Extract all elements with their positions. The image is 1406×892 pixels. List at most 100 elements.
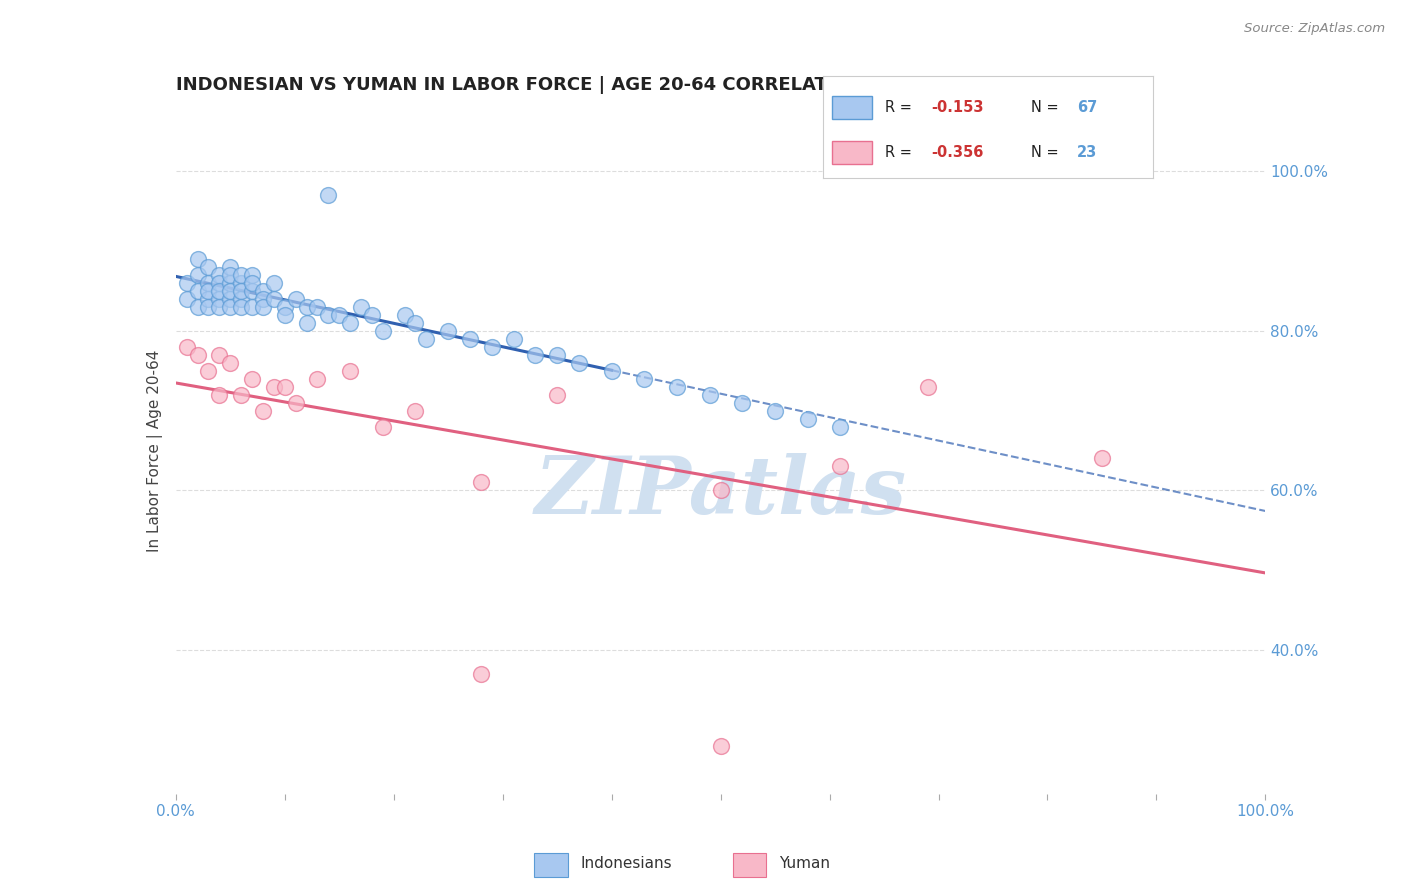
Point <box>263 292 285 306</box>
Point <box>208 348 231 362</box>
Point <box>219 284 242 298</box>
Point <box>231 284 253 298</box>
Point <box>405 403 427 417</box>
Point <box>252 284 274 298</box>
Point <box>231 300 253 314</box>
Point <box>830 459 852 474</box>
Text: R =: R = <box>886 100 917 115</box>
Point <box>796 411 818 425</box>
Point <box>502 332 524 346</box>
Text: Source: ZipAtlas.com: Source: ZipAtlas.com <box>1244 22 1385 36</box>
Point <box>350 300 373 314</box>
Point <box>394 308 416 322</box>
Point <box>307 300 329 314</box>
Point <box>263 379 285 393</box>
Point <box>710 483 733 498</box>
Point <box>339 316 361 330</box>
Point <box>219 260 242 274</box>
Point <box>318 308 340 322</box>
Point <box>481 340 503 354</box>
Point <box>699 387 721 401</box>
Point <box>219 300 242 314</box>
Point <box>339 363 361 377</box>
Point <box>371 324 394 338</box>
Point <box>231 268 253 282</box>
Point <box>307 371 329 385</box>
FancyBboxPatch shape <box>832 96 872 119</box>
Text: N =: N = <box>1031 145 1063 161</box>
Point <box>295 300 318 314</box>
Point <box>263 276 285 290</box>
Point <box>252 292 274 306</box>
Point <box>231 387 253 401</box>
Point <box>231 276 253 290</box>
Point <box>360 308 382 322</box>
Point <box>176 340 198 354</box>
Point <box>252 300 274 314</box>
Point <box>208 284 231 298</box>
Point <box>731 395 754 409</box>
Text: -0.356: -0.356 <box>932 145 984 161</box>
Point <box>186 300 209 314</box>
Point <box>186 252 209 266</box>
Point <box>546 348 568 362</box>
Point <box>470 667 492 681</box>
Text: 67: 67 <box>1077 100 1097 115</box>
Point <box>710 739 733 753</box>
Point <box>219 276 242 290</box>
Point <box>318 187 340 202</box>
Point <box>197 300 219 314</box>
Point <box>470 475 492 490</box>
Point <box>219 292 242 306</box>
Point <box>186 268 209 282</box>
Y-axis label: In Labor Force | Age 20-64: In Labor Force | Age 20-64 <box>146 350 163 551</box>
Point <box>197 363 219 377</box>
Point <box>240 300 263 314</box>
Point <box>546 387 568 401</box>
Text: Yuman: Yuman <box>779 855 830 871</box>
Point <box>186 348 209 362</box>
Point <box>284 292 307 306</box>
Point <box>666 379 689 393</box>
Point <box>208 276 231 290</box>
Point <box>176 292 198 306</box>
FancyBboxPatch shape <box>534 853 568 877</box>
Text: INDONESIAN VS YUMAN IN LABOR FORCE | AGE 20-64 CORRELATION CHART: INDONESIAN VS YUMAN IN LABOR FORCE | AGE… <box>176 77 938 95</box>
Point <box>208 292 231 306</box>
Point <box>219 356 242 370</box>
Point <box>415 332 437 346</box>
Point <box>917 379 939 393</box>
Point <box>274 300 297 314</box>
Point <box>240 276 263 290</box>
Point <box>240 371 263 385</box>
Point <box>437 324 460 338</box>
Point <box>600 363 623 377</box>
Text: ZIPatlas: ZIPatlas <box>534 453 907 531</box>
Text: N =: N = <box>1031 100 1063 115</box>
Point <box>633 371 655 385</box>
Point <box>252 403 274 417</box>
Point <box>274 308 297 322</box>
Point <box>274 379 297 393</box>
Point <box>524 348 547 362</box>
Point <box>458 332 481 346</box>
Point <box>830 419 852 434</box>
Text: 23: 23 <box>1077 145 1097 161</box>
Point <box>208 300 231 314</box>
Point <box>176 276 198 290</box>
Point <box>240 284 263 298</box>
Point <box>405 316 427 330</box>
Point <box>208 268 231 282</box>
Text: Indonesians: Indonesians <box>581 855 672 871</box>
Point <box>197 276 219 290</box>
Point <box>371 419 394 434</box>
Text: -0.153: -0.153 <box>932 100 984 115</box>
Point <box>186 284 209 298</box>
Point <box>197 260 219 274</box>
Point <box>1091 451 1114 466</box>
Point <box>763 403 786 417</box>
Point <box>219 268 242 282</box>
Point <box>208 387 231 401</box>
Point <box>295 316 318 330</box>
FancyBboxPatch shape <box>832 142 872 164</box>
